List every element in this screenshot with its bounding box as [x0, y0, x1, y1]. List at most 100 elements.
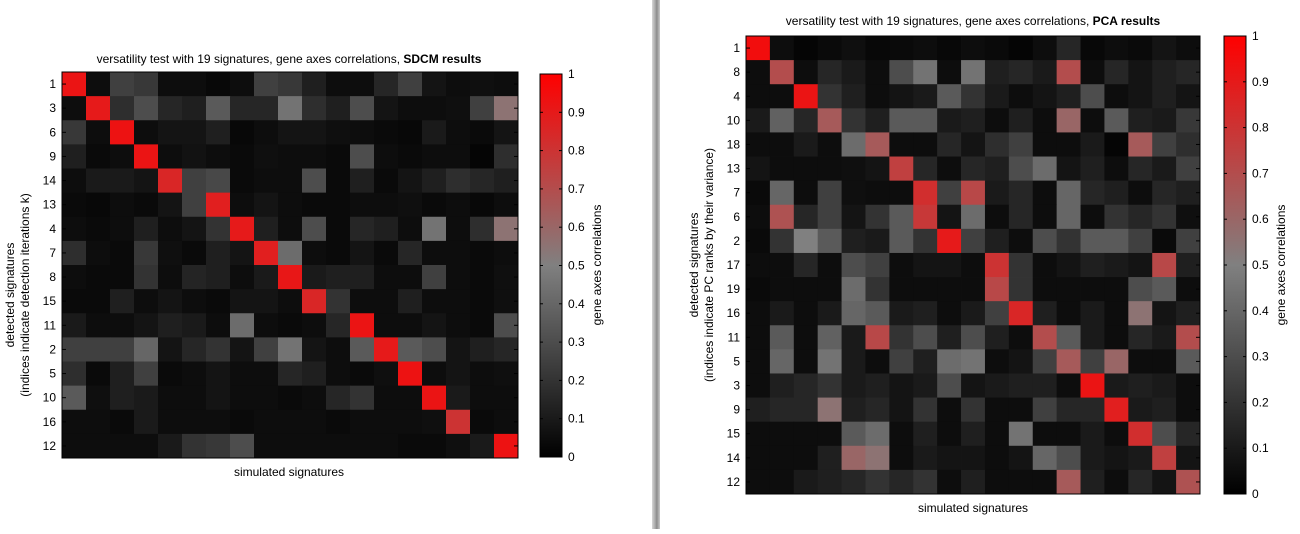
sdcm-row-tick-label: 6 — [49, 125, 56, 139]
pca-heatmap-cell — [769, 373, 795, 398]
pca-heatmap-cell — [1080, 60, 1105, 85]
sdcm-heatmap-cell — [446, 96, 471, 121]
sdcm-heatmap-cell — [470, 409, 495, 435]
pca-heatmap-cell — [961, 60, 986, 85]
sdcm-heatmap-cell — [422, 361, 447, 387]
sdcm-heatmap-cell — [398, 96, 423, 121]
pca-heatmap-cell — [913, 421, 938, 447]
pca-heatmap-cell — [1080, 180, 1105, 206]
pca-heatmap-cell — [769, 180, 795, 206]
pca-heatmap-cell — [984, 469, 1010, 495]
pca-chart-title: versatility test with 19 signatures, gen… — [786, 14, 1161, 28]
pca-figure-pane: versatility test with 19 signatures, gen… — [660, 0, 1300, 529]
sdcm-heatmap-cell — [422, 433, 447, 459]
sdcm-heatmap-cell — [422, 337, 447, 362]
pca-heatmap-cell — [1128, 397, 1153, 423]
pca-heatmap-cell — [913, 349, 938, 374]
pca-heatmap-cell — [1080, 301, 1105, 326]
pca-heatmap-cell — [769, 156, 795, 182]
sdcm-heatmap-cell — [350, 72, 375, 97]
pca-heatmap-cell — [937, 325, 962, 350]
sdcm-heatmap-cell — [230, 192, 255, 218]
pca-heatmap-cell — [1056, 301, 1081, 326]
sdcm-heatmap-cell — [206, 240, 231, 266]
sdcm-heatmap-cell — [398, 433, 423, 459]
pca-ylabel: detected signatures — [687, 213, 701, 318]
sdcm-row-tick-label: 9 — [49, 149, 56, 163]
pca-heatmap-cell — [961, 204, 986, 230]
sdcm-heatmap-cell — [230, 433, 255, 459]
pca-heatmap-cell — [1056, 373, 1081, 398]
pca-heatmap-cell — [1080, 228, 1105, 254]
pca-heatmap-cell — [1128, 132, 1153, 157]
pca-heatmap-cell — [1104, 469, 1129, 495]
sdcm-heatmap-cell — [326, 385, 351, 411]
sdcm-heatmap-cell — [158, 385, 183, 411]
window-divider[interactable] — [652, 0, 660, 529]
pca-heatmap-cell — [1056, 132, 1081, 157]
sdcm-heatmap-cell — [326, 361, 351, 387]
pca-heatmap-cell — [746, 301, 771, 326]
pca-heatmap-cell — [865, 349, 890, 374]
sdcm-heatmap-cell — [446, 72, 471, 97]
sdcm-heatmap-cell — [398, 240, 423, 266]
sdcm-heatmap-cell — [254, 313, 279, 338]
sdcm-figure-pane: versatility test with 19 signatures, gen… — [0, 0, 652, 529]
sdcm-heatmap-cell — [206, 337, 231, 362]
pca-heatmap-cell — [841, 421, 866, 447]
sdcm-heatmap-cell — [110, 289, 135, 314]
sdcm-heatmap-cell — [158, 72, 183, 97]
sdcm-heatmap-cell — [62, 313, 87, 338]
sdcm-ylabel-sub: (indices indicate detection iterations k… — [18, 193, 32, 396]
pca-colorbar-tick-label: 0.8 — [1252, 121, 1269, 135]
sdcm-heatmap-cell — [470, 289, 495, 314]
pca-heatmap-cell — [769, 84, 795, 109]
sdcm-heatmap-cell — [446, 385, 471, 411]
pca-heatmap-cell — [793, 301, 819, 326]
sdcm-heatmap-cell — [302, 72, 327, 97]
pca-heatmap-cell — [961, 421, 986, 447]
pca-heatmap-cell — [913, 60, 938, 85]
sdcm-heatmap-cell — [158, 144, 183, 169]
pca-heatmap-cell — [937, 180, 962, 206]
sdcm-xlabel: simulated signatures — [234, 465, 344, 479]
sdcm-heatmap-cell — [398, 120, 423, 145]
sdcm-heatmap-cell — [230, 289, 255, 314]
sdcm-heatmap-cell — [254, 433, 279, 459]
sdcm-heatmap-cell — [374, 168, 399, 194]
pca-heatmap-cell — [746, 325, 771, 350]
sdcm-heatmap-cell — [182, 361, 207, 387]
sdcm-heatmap-cell — [278, 289, 303, 314]
sdcm-heatmap-cell — [374, 72, 399, 97]
pca-heatmap-cell — [793, 373, 819, 398]
pca-heatmap-cell — [1056, 421, 1081, 447]
sdcm-heatmap-cell — [446, 144, 471, 169]
sdcm-heatmap-cell — [62, 72, 87, 97]
pca-heatmap-cell — [817, 445, 842, 471]
pca-row-tick-label: 3 — [733, 379, 740, 393]
pca-heatmap-cell — [1056, 277, 1081, 302]
sdcm-heatmap-cell — [230, 409, 255, 435]
sdcm-heatmap-cell — [350, 337, 375, 362]
sdcm-heatmap-cell — [254, 265, 279, 290]
sdcm-heatmap-cell — [326, 96, 351, 121]
sdcm-row-tick-label: 15 — [43, 294, 57, 308]
pca-heatmap-cell — [746, 60, 771, 85]
pca-heatmap-cell — [841, 204, 866, 230]
pca-heatmap-cell — [1104, 397, 1129, 423]
pca-heatmap-cell — [841, 445, 866, 471]
sdcm-plot-frame — [61, 71, 519, 459]
pca-heatmap-cell — [865, 445, 890, 471]
pca-heatmap-cell — [746, 277, 771, 302]
sdcm-heatmap-cell — [398, 192, 423, 218]
sdcm-heatmap-cell — [446, 192, 471, 218]
pca-heatmap-cell — [1104, 421, 1129, 447]
sdcm-heatmap-cell — [446, 216, 471, 242]
sdcm-heatmap-cell — [254, 216, 279, 242]
sdcm-heatmap-cell — [278, 168, 303, 194]
pca-heatmap-cell — [1056, 228, 1081, 254]
sdcm-heatmap-cell — [134, 96, 159, 121]
sdcm-heatmap-cell — [158, 289, 183, 314]
pca-heatmap-cell — [1032, 108, 1058, 133]
